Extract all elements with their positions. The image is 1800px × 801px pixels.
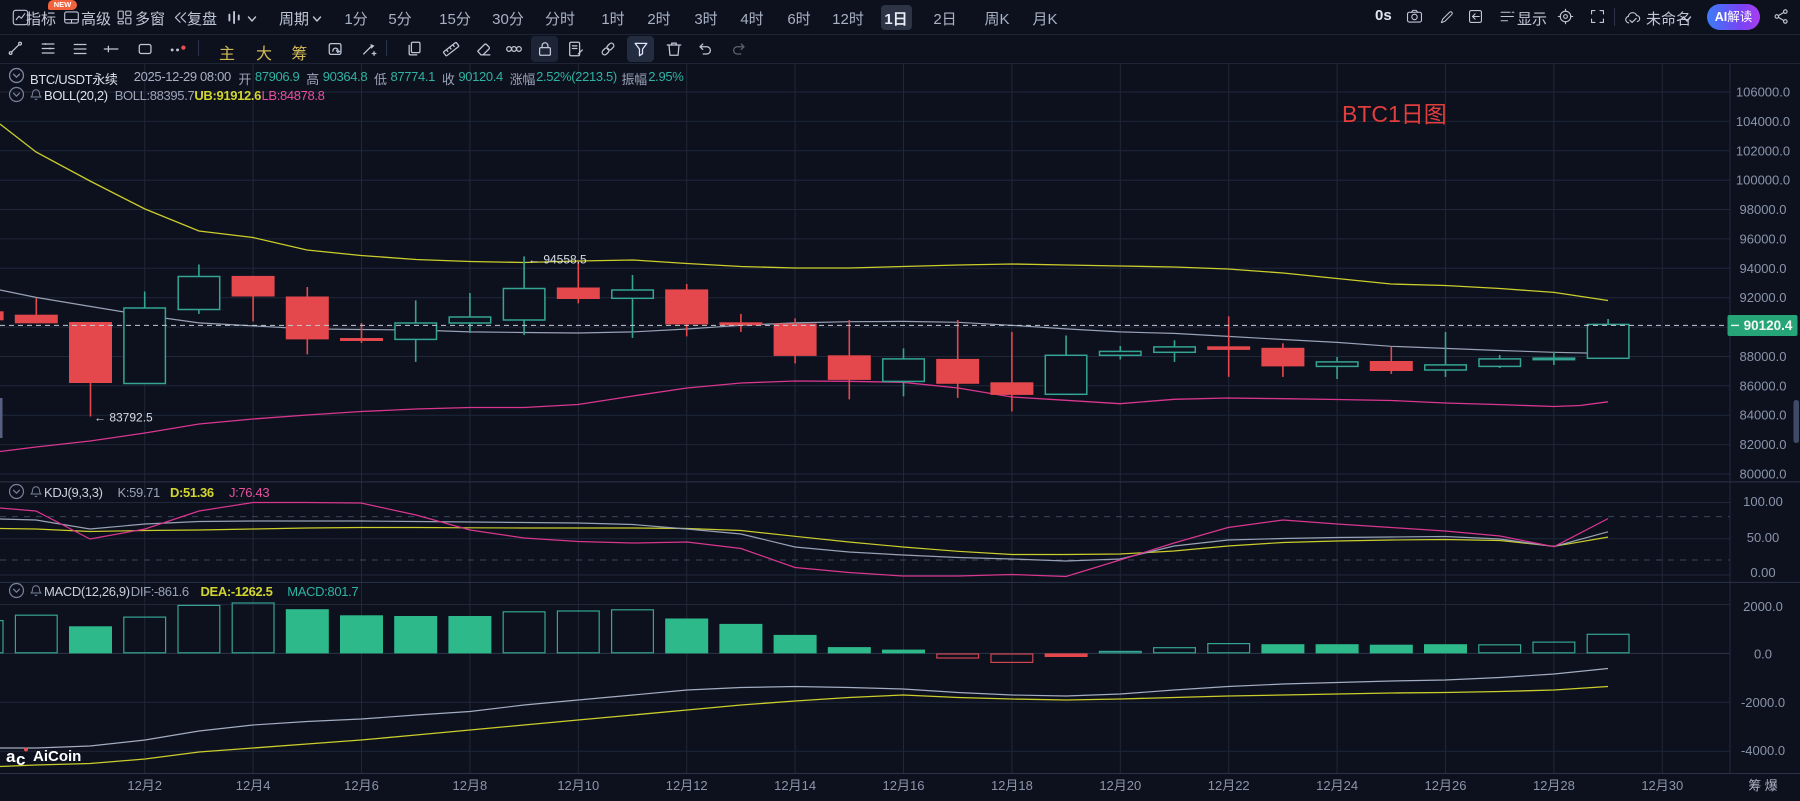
- svg-text:90120.4: 90120.4: [1744, 318, 1793, 333]
- svg-text:12月4: 12月4: [236, 778, 271, 793]
- svg-text:88000.0: 88000.0: [1740, 349, 1787, 364]
- svg-text:104000.0: 104000.0: [1736, 114, 1790, 129]
- svg-text:92000.0: 92000.0: [1740, 290, 1787, 305]
- svg-text:96000.0: 96000.0: [1740, 231, 1787, 246]
- svg-text:12月30: 12月30: [1641, 778, 1683, 793]
- svg-text:80000.0: 80000.0: [1740, 467, 1787, 482]
- svg-text:← 94558.5: ← 94558.5: [528, 253, 587, 267]
- svg-text:12月6: 12月6: [344, 778, 379, 793]
- svg-text:12月12: 12月12: [666, 778, 708, 793]
- svg-text:c: c: [16, 750, 25, 766]
- svg-text:12月18: 12月18: [991, 778, 1033, 793]
- svg-text:100000.0: 100000.0: [1736, 173, 1790, 188]
- svg-text:82000.0: 82000.0: [1740, 437, 1787, 452]
- svg-text:106000.0: 106000.0: [1736, 85, 1790, 100]
- svg-text:12月24: 12月24: [1316, 778, 1358, 793]
- svg-text:12月10: 12月10: [557, 778, 599, 793]
- svg-text:← 83792.5: ← 83792.5: [94, 411, 153, 425]
- svg-text:12月8: 12月8: [453, 778, 488, 793]
- svg-text:50.00: 50.00: [1747, 530, 1780, 545]
- svg-text:100.00: 100.00: [1743, 494, 1783, 509]
- svg-text:98000.0: 98000.0: [1740, 202, 1787, 217]
- svg-text:94000.0: 94000.0: [1740, 261, 1787, 276]
- svg-text:a: a: [6, 747, 16, 766]
- svg-text:2000.0: 2000.0: [1743, 599, 1783, 614]
- svg-text:12月22: 12月22: [1208, 778, 1250, 793]
- svg-text:102000.0: 102000.0: [1736, 143, 1790, 158]
- svg-text:12月28: 12月28: [1533, 778, 1575, 793]
- svg-text:12月2: 12月2: [127, 778, 162, 793]
- svg-text:12月26: 12月26: [1425, 778, 1467, 793]
- svg-text:-2000.0: -2000.0: [1741, 695, 1785, 710]
- svg-text:12月14: 12月14: [774, 778, 816, 793]
- svg-text:86000.0: 86000.0: [1740, 378, 1787, 393]
- svg-text:12月16: 12月16: [883, 778, 925, 793]
- svg-text:筹 爆: 筹 爆: [1748, 778, 1778, 793]
- svg-text:84000.0: 84000.0: [1740, 408, 1787, 423]
- svg-text:0.00: 0.00: [1750, 565, 1775, 580]
- svg-text:12月20: 12月20: [1099, 778, 1141, 793]
- svg-text:-4000.0: -4000.0: [1741, 743, 1785, 758]
- svg-text:0.0: 0.0: [1754, 646, 1772, 661]
